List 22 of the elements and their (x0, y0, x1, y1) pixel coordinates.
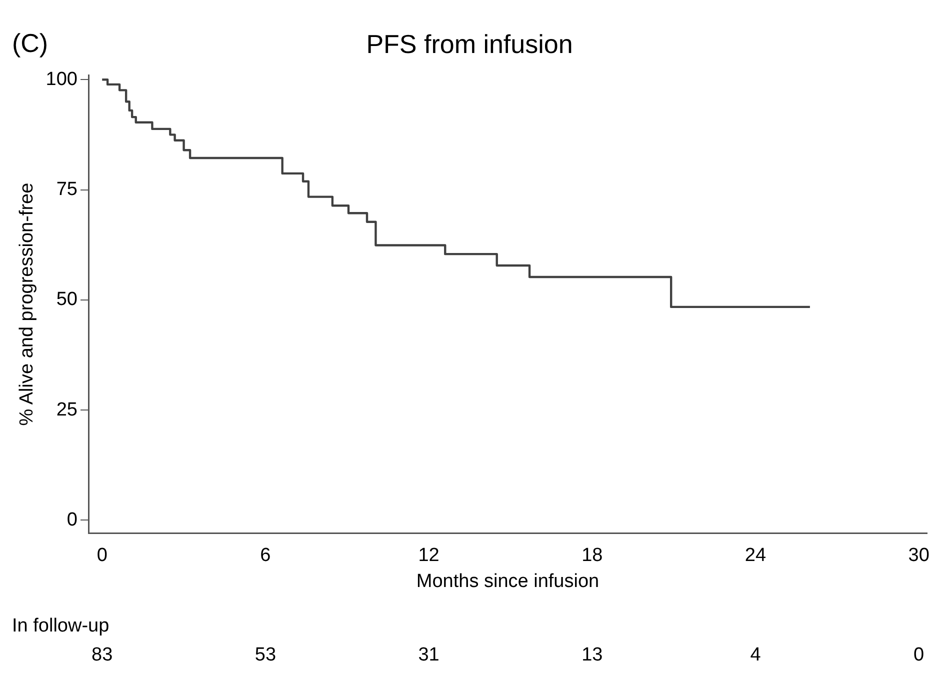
y-axis-title: % Alive and progression-free (16, 182, 38, 426)
y-tick-label: 25 (56, 399, 78, 420)
x-tick-label: 30 (908, 545, 930, 566)
text: 13 (582, 644, 603, 666)
text: 83 (92, 644, 113, 666)
text: 31 (418, 644, 440, 666)
text: 0 (914, 644, 924, 666)
y-tick-label: 100 (46, 68, 78, 90)
x-axis-title: Months since infusion (416, 570, 600, 592)
x-tick-label: 6 (260, 545, 271, 566)
text: (C) (12, 28, 48, 58)
x-tick-label: 18 (582, 545, 603, 566)
x-tick-label: 0 (96, 545, 108, 566)
chart-title: PFS from infusion (366, 28, 573, 59)
x-tick-label: 12 (418, 545, 440, 566)
y-tick-label: 75 (56, 178, 78, 200)
x-tick-label: 24 (744, 545, 766, 566)
text: 53 (254, 644, 276, 666)
text: 4 (750, 644, 762, 666)
y-tick-label: 0 (66, 509, 78, 530)
y-tick-label: 50 (56, 289, 78, 310)
text: In follow-up (12, 616, 110, 637)
